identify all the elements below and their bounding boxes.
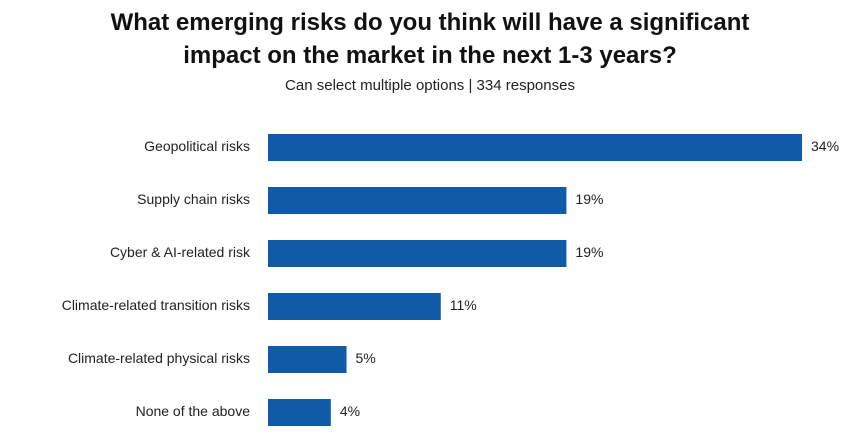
value-label: 34% bbox=[811, 138, 839, 154]
value-label: 4% bbox=[340, 403, 360, 419]
value-label: 11% bbox=[450, 297, 477, 313]
value-label: 19% bbox=[575, 244, 603, 260]
bar bbox=[268, 399, 331, 426]
bar bbox=[268, 240, 567, 267]
bar bbox=[268, 187, 567, 214]
chart-title: What emerging risks do you think will ha… bbox=[110, 9, 750, 69]
category-label: Supply chain risks bbox=[137, 191, 250, 207]
category-label: None of the above bbox=[136, 403, 251, 419]
bar bbox=[268, 293, 441, 320]
chart-subtitle: Can select multiple options | 334 respon… bbox=[285, 77, 575, 94]
category-label: Climate-related physical risks bbox=[68, 350, 250, 366]
value-label: 19% bbox=[575, 191, 603, 207]
value-label: 5% bbox=[356, 350, 376, 366]
bar bbox=[268, 134, 802, 161]
category-label: Geopolitical risks bbox=[144, 138, 250, 154]
category-label: Cyber & AI-related risk bbox=[110, 244, 251, 260]
bar bbox=[268, 346, 347, 373]
category-label: Climate-related transition risks bbox=[62, 297, 250, 313]
